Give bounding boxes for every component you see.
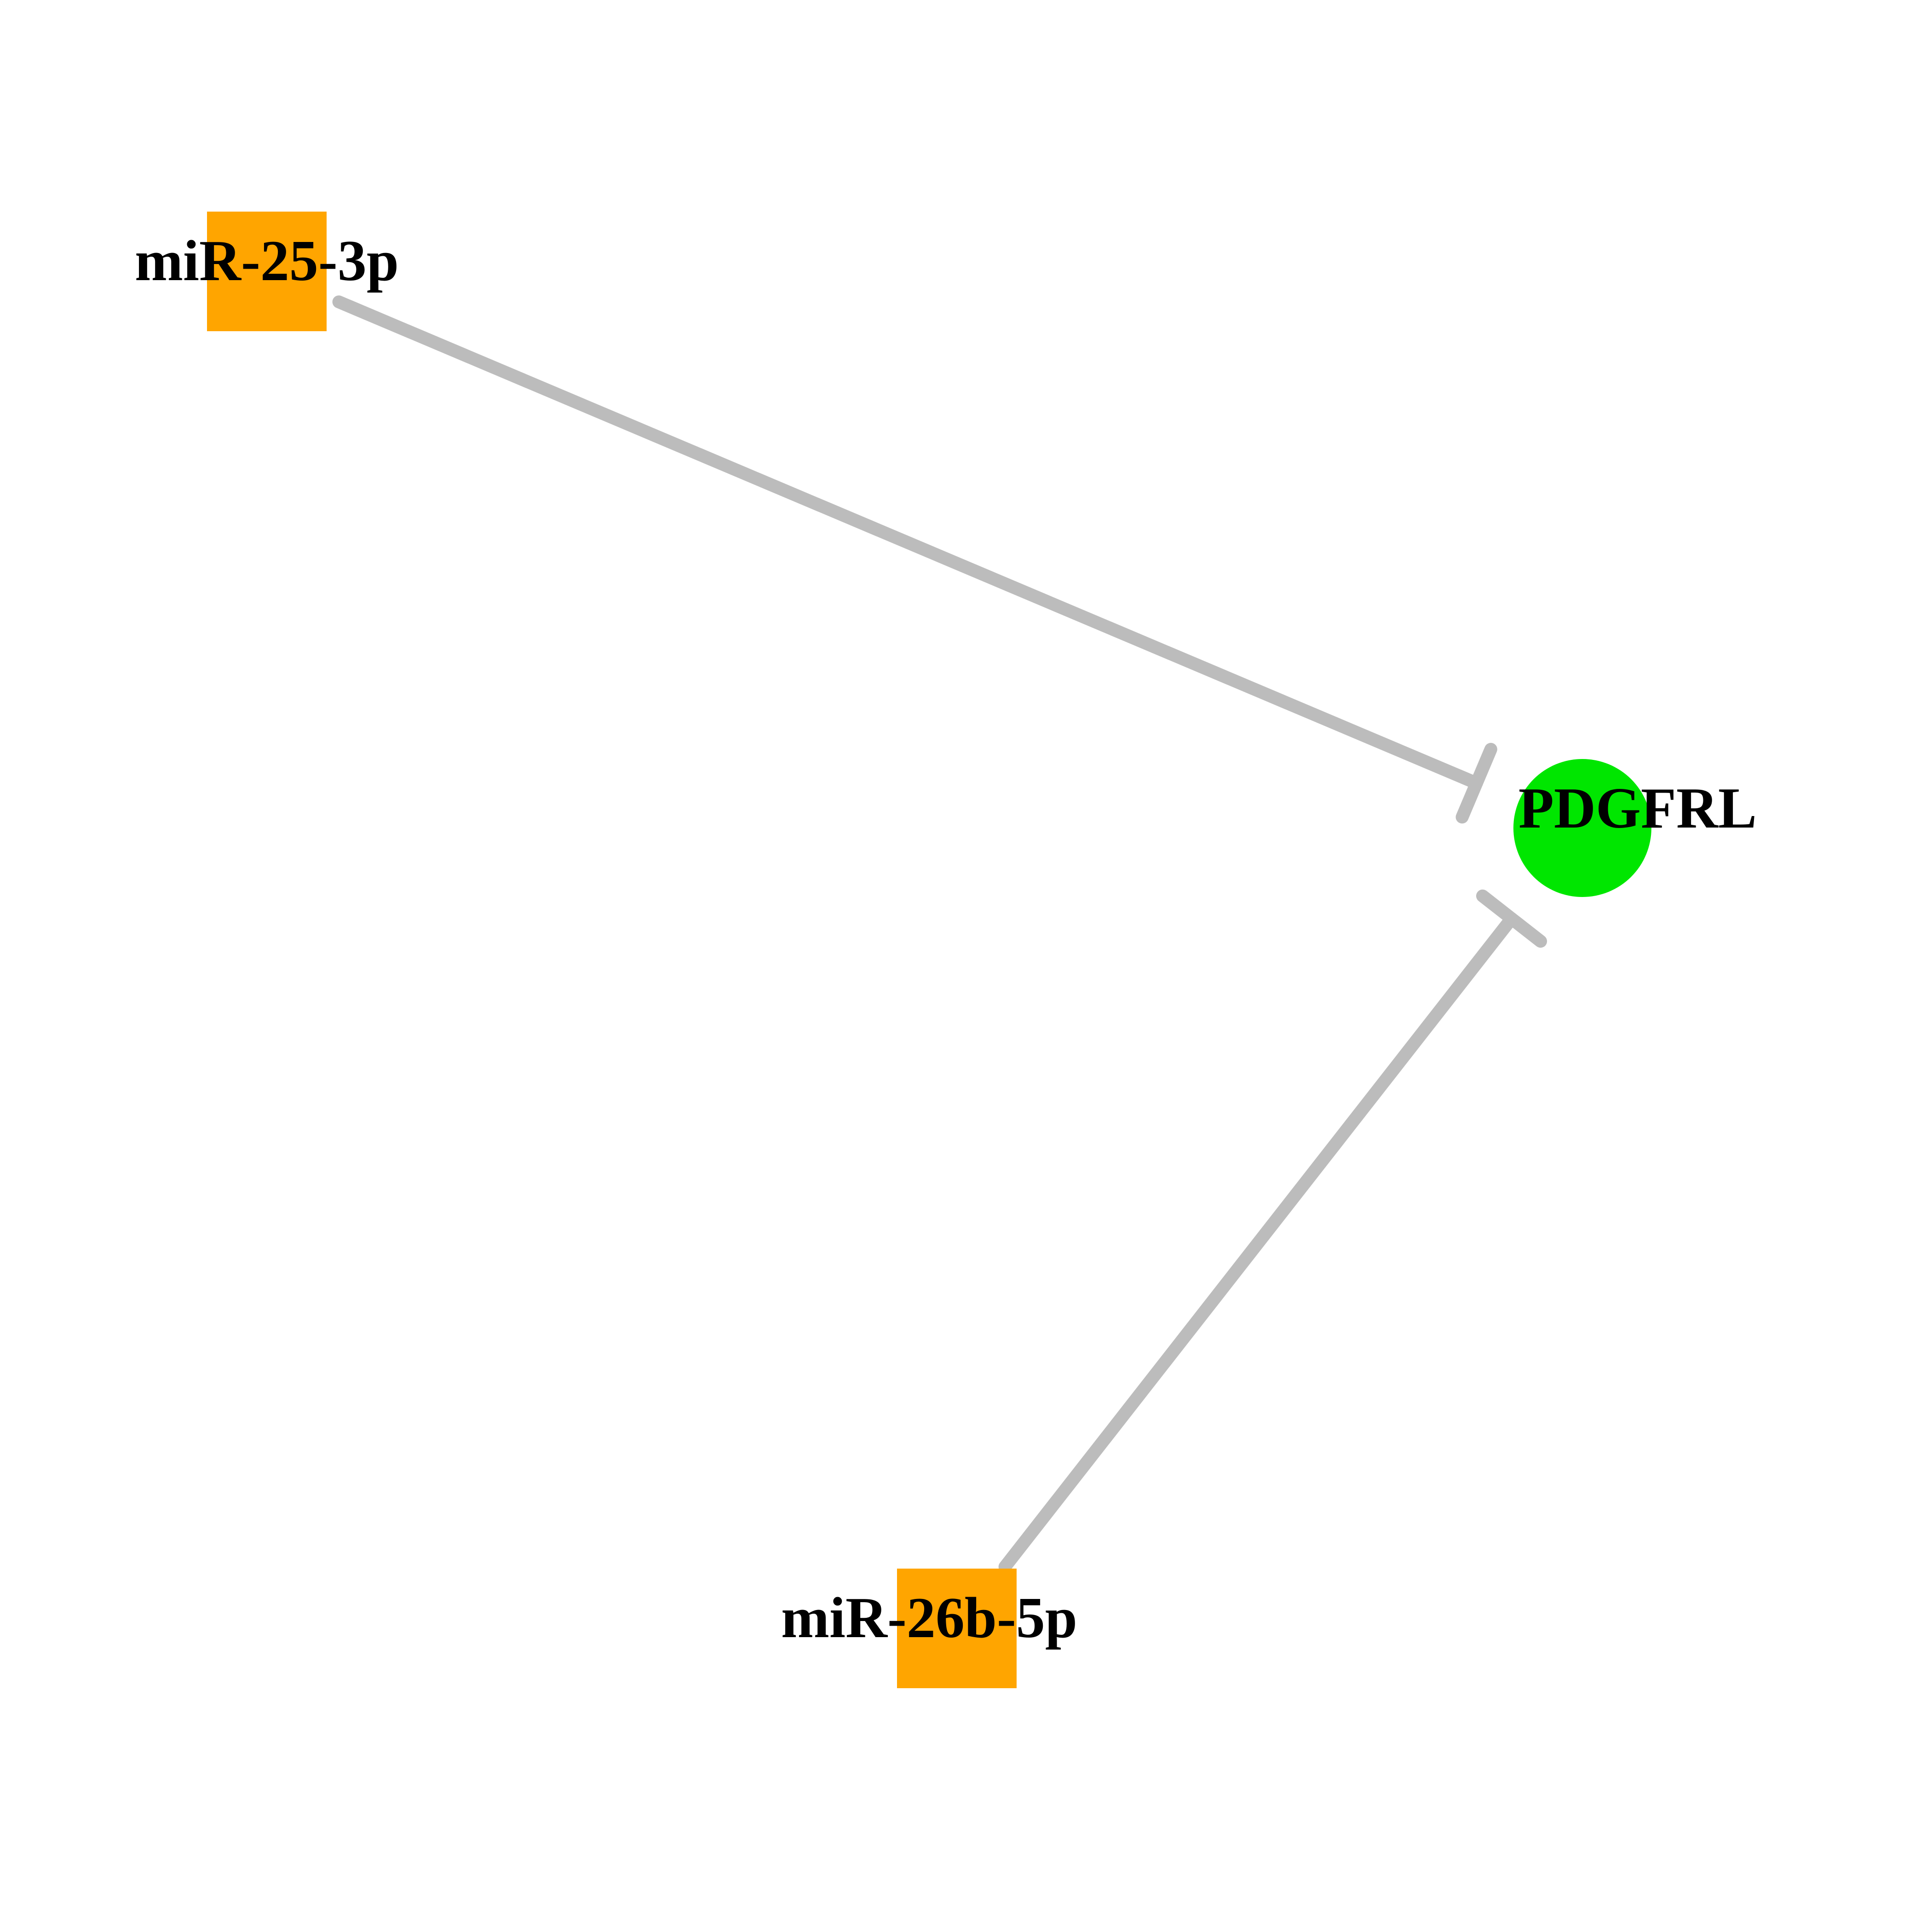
edge-mir26b-pdgfrl xyxy=(1005,896,1541,1567)
label-mir25: miR-25-3p xyxy=(135,229,399,293)
edges-layer xyxy=(339,302,1541,1567)
label-pdgfrl: PDGFRL xyxy=(1518,776,1757,840)
labels-layer: miR-25-3p miR-26b-5p PDGFRL xyxy=(135,229,1757,1650)
edge-mir25-pdgfrl xyxy=(339,302,1491,817)
nodes-layer xyxy=(207,212,1651,1688)
label-mir26b: miR-26b-5p xyxy=(781,1586,1077,1650)
network-diagram: miR-25-3p miR-26b-5p PDGFRL xyxy=(0,0,1932,1932)
